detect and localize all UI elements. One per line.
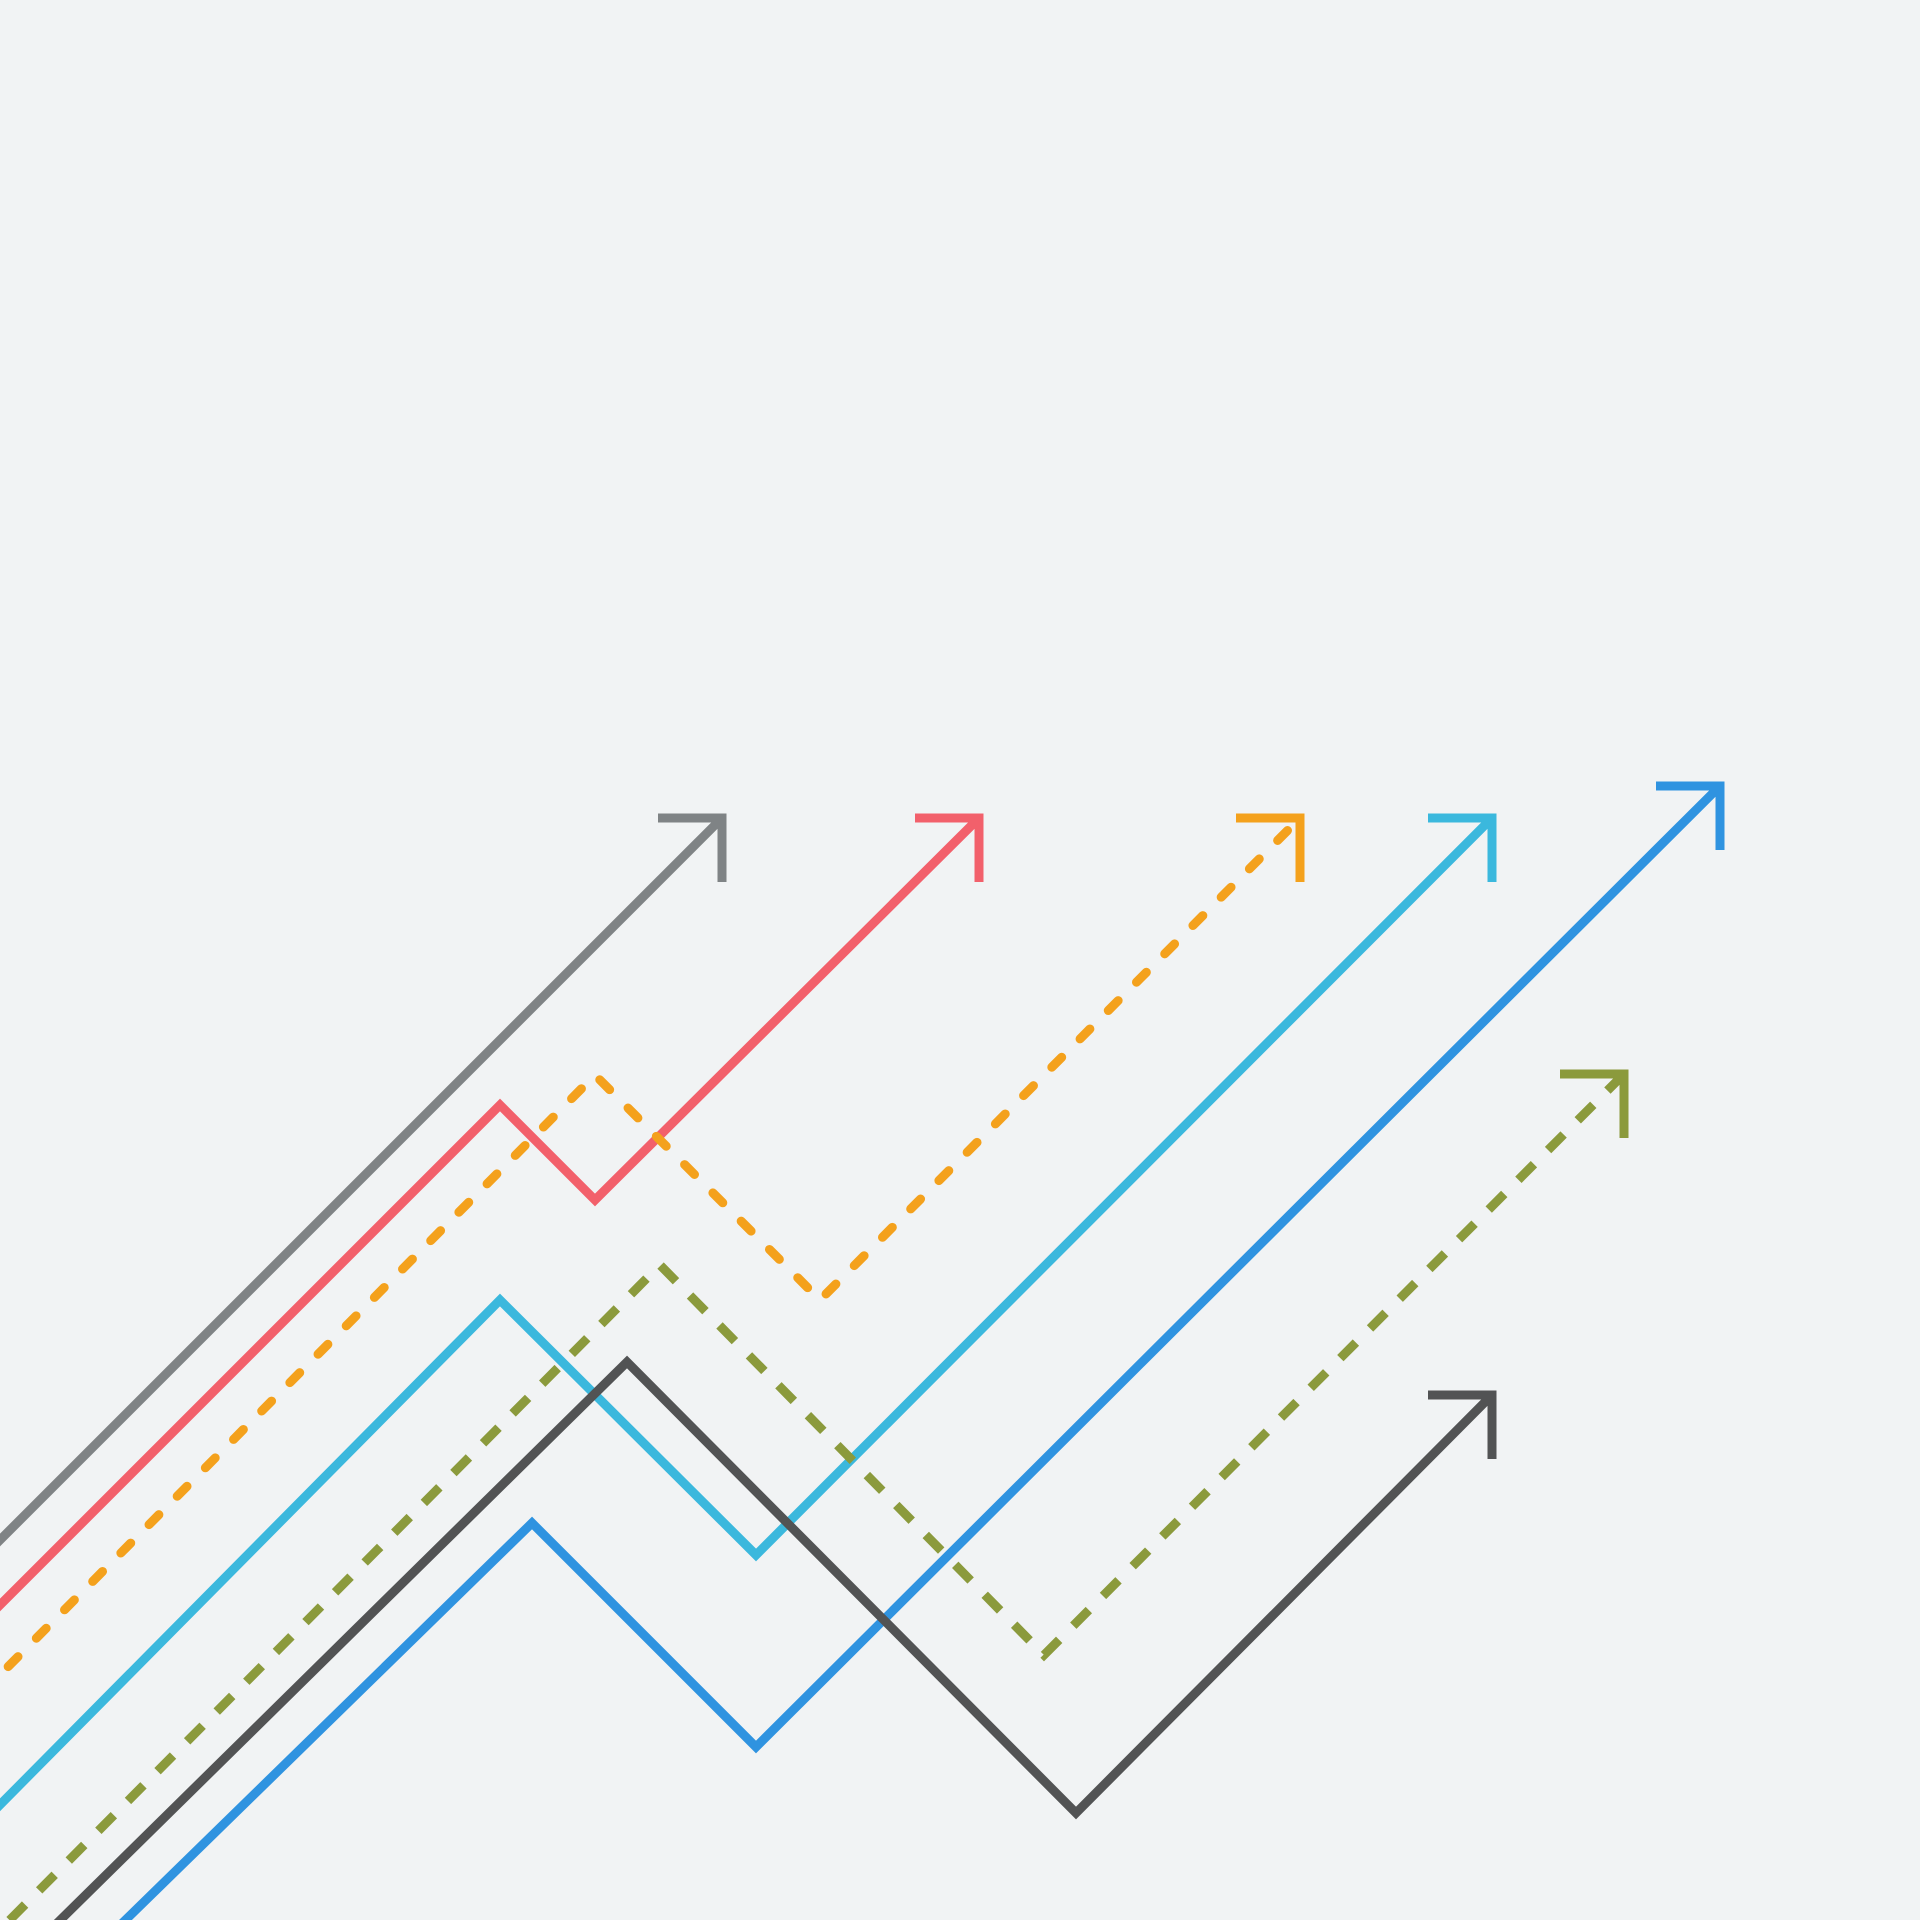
gray-arrow bbox=[0, 818, 722, 1560]
red-arrow-line bbox=[0, 818, 979, 1625]
dark-gray-arrow-line bbox=[40, 1362, 1492, 1920]
dark-gray-arrow bbox=[40, 1362, 1492, 1920]
orange-dotted-arrow-line bbox=[0, 818, 1300, 1695]
orange-dotted-arrow bbox=[0, 818, 1300, 1695]
red-arrow bbox=[0, 818, 979, 1625]
gray-arrow-line bbox=[0, 818, 722, 1560]
blue-arrow-line bbox=[105, 786, 1720, 1920]
blue-arrow bbox=[105, 786, 1720, 1920]
